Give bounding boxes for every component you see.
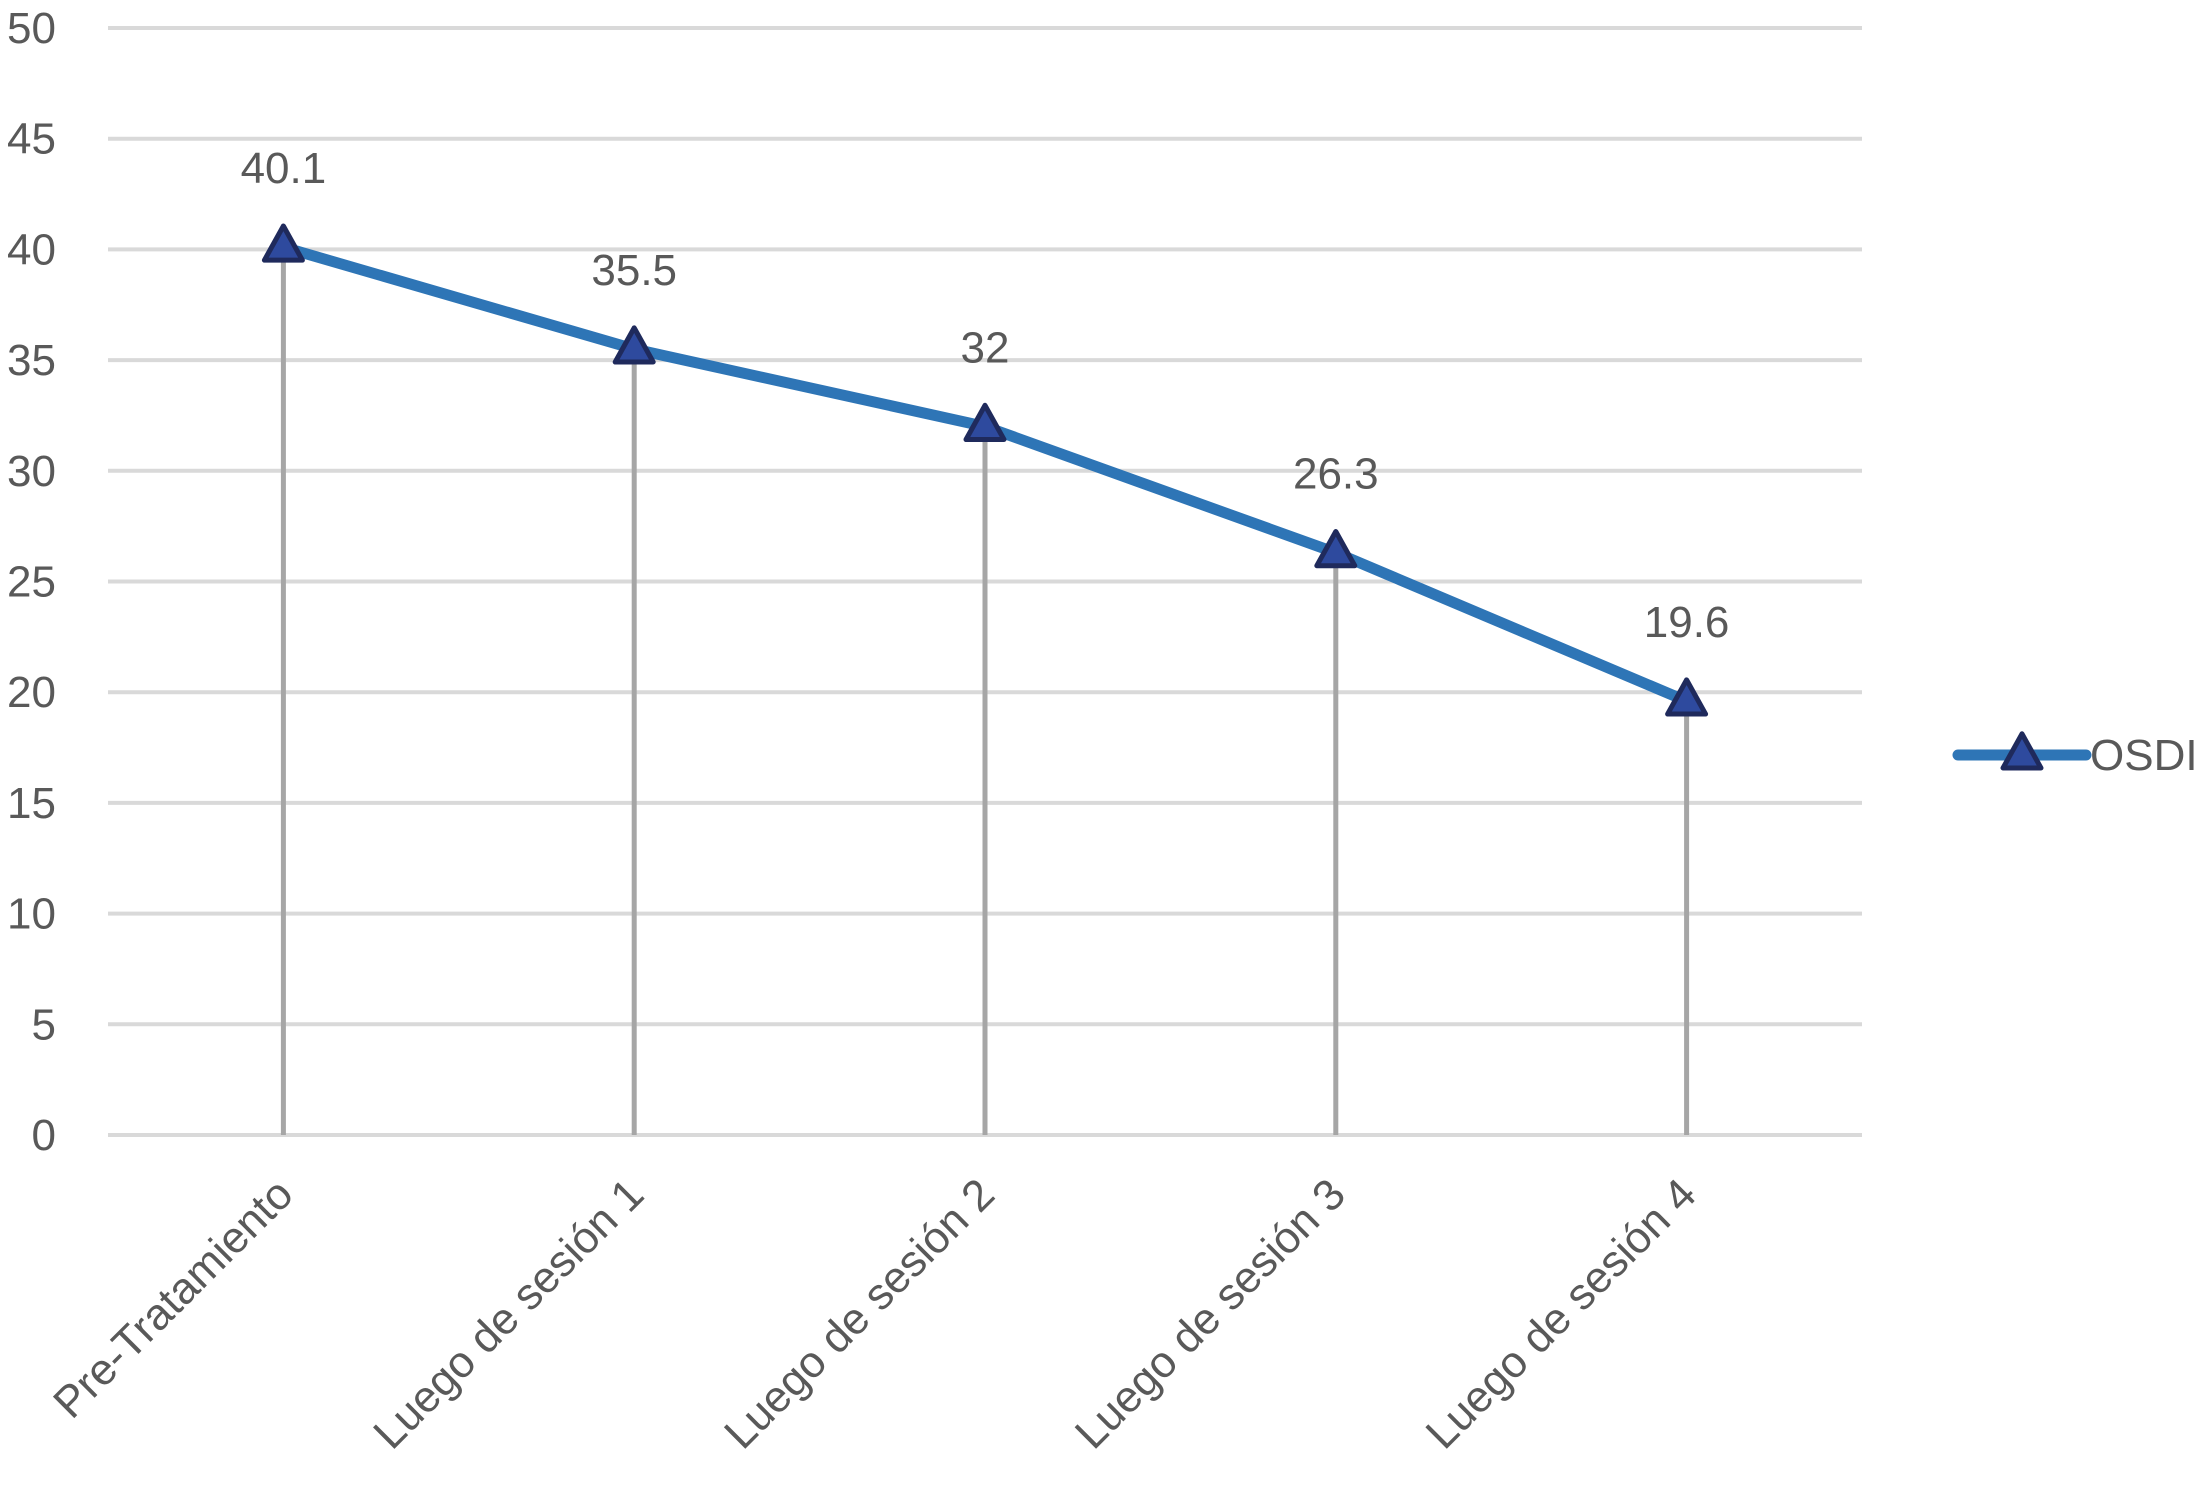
drop-lines bbox=[280, 247, 1690, 1135]
data-label-3: 26.3 bbox=[1293, 450, 1379, 499]
legend-label-osdi: OSDI bbox=[2090, 731, 2198, 780]
y-tick-label-0: 0 bbox=[32, 1111, 56, 1160]
y-tick-label-10: 10 bbox=[7, 890, 56, 939]
y-tick-label-20: 20 bbox=[7, 668, 56, 717]
x-tick-label-0: Pre-Tratamiento bbox=[44, 1169, 302, 1427]
legend-triangle-icon bbox=[2000, 731, 2044, 771]
legend: OSDI bbox=[1952, 731, 2198, 780]
y-tick-label-45: 45 bbox=[7, 115, 56, 164]
series-osdi: 40.1 35.5 32 26.3 19.6 bbox=[241, 144, 1730, 717]
y-tick-label-5: 5 bbox=[32, 1000, 56, 1049]
y-tick-label-25: 25 bbox=[7, 558, 56, 607]
data-label-0: 40.1 bbox=[241, 144, 327, 193]
x-tick-label-4: Luego de sesión 4 bbox=[1417, 1169, 1706, 1458]
data-label-2: 32 bbox=[961, 324, 1010, 373]
y-axis-ticks: 0 5 10 15 20 25 30 35 40 45 50 bbox=[7, 4, 56, 1160]
data-label-4: 19.6 bbox=[1644, 598, 1730, 647]
y-tick-label-35: 35 bbox=[7, 336, 56, 385]
data-point-3 bbox=[1314, 529, 1358, 569]
data-point-0 bbox=[261, 223, 305, 263]
y-tick-label-50: 50 bbox=[7, 4, 56, 53]
data-label-1: 35.5 bbox=[591, 246, 677, 295]
x-tick-label-1: Luego de sesión 1 bbox=[364, 1169, 653, 1458]
data-point-4 bbox=[1665, 677, 1709, 717]
data-point-1 bbox=[612, 325, 656, 365]
x-tick-label-3: Luego de sesión 3 bbox=[1066, 1169, 1355, 1458]
y-tick-label-40: 40 bbox=[7, 225, 56, 274]
data-point-2 bbox=[963, 402, 1007, 443]
y-tick-label-30: 30 bbox=[7, 447, 56, 496]
x-axis-ticks: Pre-Tratamiento Luego de sesión 1 Luego de… bbox=[44, 1169, 1705, 1458]
y-tick-label-15: 15 bbox=[7, 779, 56, 828]
x-tick-label-2: Luego de sesión 2 bbox=[715, 1169, 1004, 1458]
